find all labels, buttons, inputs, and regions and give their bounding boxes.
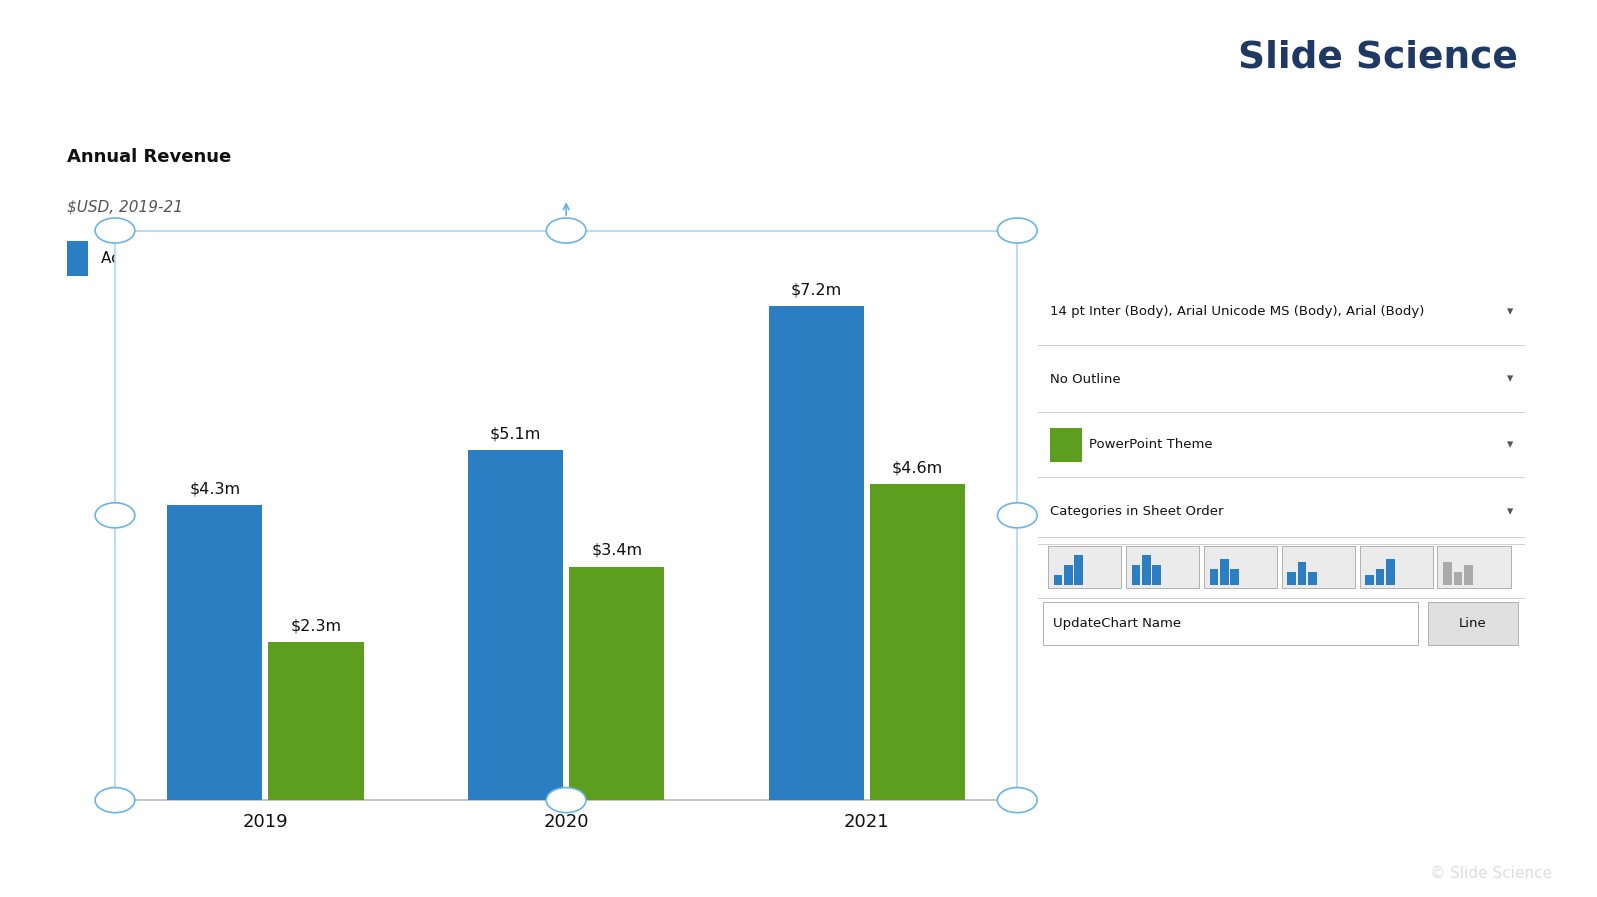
Text: $3.4m: $3.4m [591, 543, 642, 558]
Circle shape [96, 503, 134, 527]
Bar [468, 450, 564, 800]
Circle shape [546, 218, 586, 243]
Bar [569, 567, 664, 800]
Text: ▾: ▾ [1506, 505, 1512, 518]
FancyBboxPatch shape [1204, 545, 1276, 588]
FancyBboxPatch shape [1308, 572, 1316, 586]
FancyBboxPatch shape [1375, 569, 1385, 586]
Circle shape [546, 788, 586, 813]
FancyBboxPatch shape [1298, 562, 1306, 586]
Circle shape [998, 788, 1036, 813]
FancyBboxPatch shape [1043, 602, 1418, 646]
FancyBboxPatch shape [1220, 559, 1228, 586]
Text: PowerPoint Theme: PowerPoint Theme [1089, 438, 1212, 450]
FancyBboxPatch shape [1038, 280, 1525, 344]
FancyBboxPatch shape [1428, 602, 1517, 646]
FancyBboxPatch shape [279, 240, 300, 276]
Text: Annual Revenue: Annual Revenue [67, 148, 232, 166]
FancyBboxPatch shape [1359, 545, 1433, 588]
FancyBboxPatch shape [1464, 565, 1472, 586]
Text: Acme Tool Co.: Acme Tool Co. [101, 251, 208, 266]
Text: No Outline: No Outline [1051, 372, 1121, 386]
FancyBboxPatch shape [1453, 572, 1463, 586]
FancyBboxPatch shape [1151, 565, 1161, 586]
Text: ⊞: ⊞ [1008, 793, 1024, 813]
Bar [168, 505, 262, 800]
FancyBboxPatch shape [1038, 412, 1525, 477]
FancyBboxPatch shape [1054, 576, 1062, 586]
Text: 14 pt Inter (Body), Arial Unicode MS (Body), Arial (Body): 14 pt Inter (Body), Arial Unicode MS (Bo… [1051, 306, 1425, 318]
Text: $7.2m: $7.2m [791, 282, 842, 297]
Circle shape [998, 503, 1036, 527]
FancyBboxPatch shape [67, 240, 88, 276]
Bar [870, 484, 965, 800]
Text: $5.1m: $5.1m [490, 426, 541, 441]
Text: $4.3m: $4.3m [188, 481, 240, 496]
FancyBboxPatch shape [1365, 576, 1373, 586]
FancyBboxPatch shape [1437, 545, 1511, 588]
Text: John's Tooling: John's Tooling [313, 251, 417, 266]
Text: $4.6m: $4.6m [891, 460, 944, 475]
Bar [768, 306, 864, 800]
FancyBboxPatch shape [1230, 569, 1239, 586]
Text: $2.3m: $2.3m [291, 618, 342, 633]
FancyBboxPatch shape [1386, 559, 1394, 586]
FancyBboxPatch shape [1038, 537, 1525, 598]
FancyBboxPatch shape [1287, 572, 1297, 586]
Text: Converting between chart types in think-cell: Converting between chart types in think-… [27, 42, 739, 73]
FancyBboxPatch shape [1038, 479, 1525, 544]
FancyBboxPatch shape [1051, 429, 1081, 462]
Circle shape [96, 218, 134, 243]
Text: ▾: ▾ [1506, 306, 1512, 318]
Text: Slide Science: Slide Science [1238, 39, 1517, 75]
FancyBboxPatch shape [1209, 569, 1219, 586]
Text: $USD, 2019-21: $USD, 2019-21 [67, 199, 184, 214]
Text: ▾: ▾ [1506, 438, 1512, 450]
Bar [268, 642, 364, 800]
Circle shape [998, 218, 1036, 243]
FancyBboxPatch shape [1048, 545, 1121, 588]
FancyBboxPatch shape [1444, 562, 1452, 586]
FancyBboxPatch shape [1038, 594, 1525, 653]
FancyBboxPatch shape [1038, 346, 1525, 412]
FancyBboxPatch shape [1126, 545, 1199, 588]
FancyBboxPatch shape [1075, 555, 1083, 586]
Text: Categories in Sheet Order: Categories in Sheet Order [1051, 505, 1223, 518]
FancyBboxPatch shape [1142, 555, 1150, 586]
Text: ▾: ▾ [1506, 372, 1512, 386]
FancyBboxPatch shape [1064, 565, 1073, 586]
Text: © Slide Science: © Slide Science [1431, 867, 1552, 881]
Circle shape [96, 788, 134, 813]
Text: Line: Line [1460, 617, 1487, 631]
FancyBboxPatch shape [1132, 565, 1140, 586]
Text: UpdateChart Name: UpdateChart Name [1052, 617, 1180, 631]
FancyBboxPatch shape [1282, 545, 1354, 588]
